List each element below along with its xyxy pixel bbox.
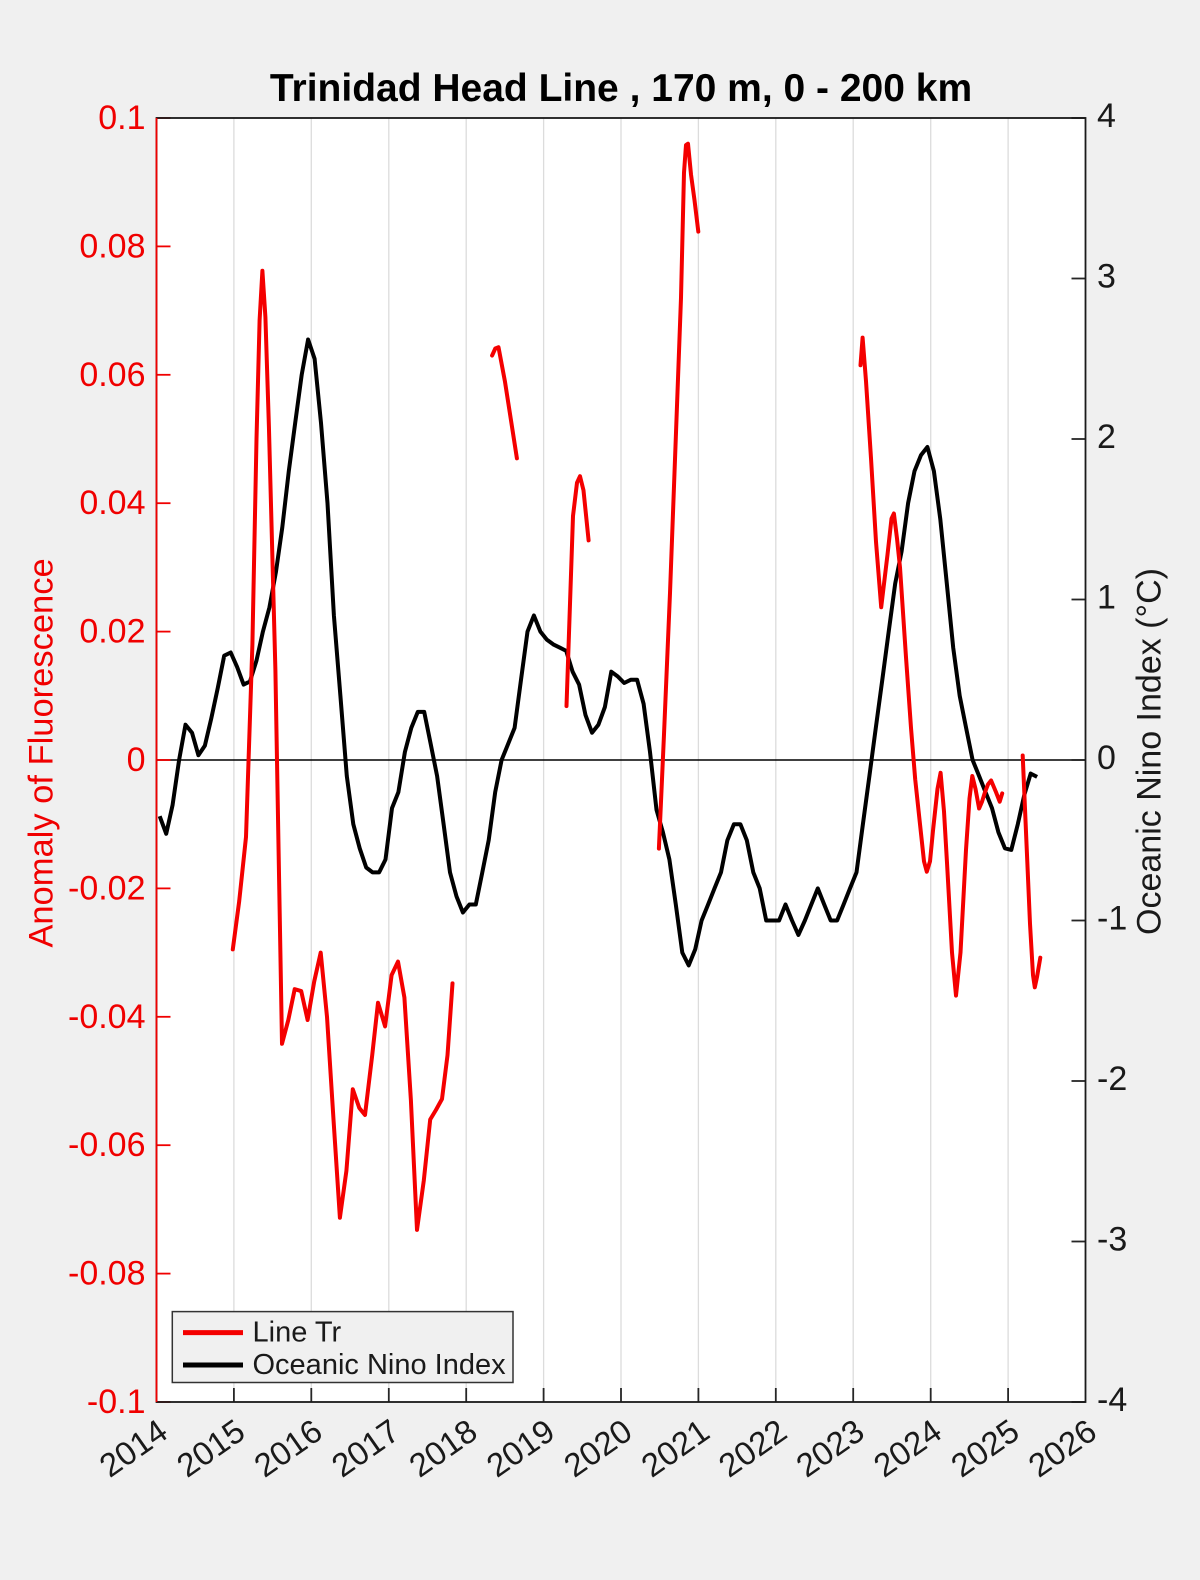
svg-text:0.04: 0.04 xyxy=(79,484,145,522)
svg-text:3: 3 xyxy=(1097,258,1116,296)
svg-text:-3: -3 xyxy=(1097,1221,1127,1259)
svg-text:-0.04: -0.04 xyxy=(68,998,146,1036)
svg-text:-0.1: -0.1 xyxy=(87,1383,146,1421)
svg-text:-0.06: -0.06 xyxy=(68,1126,146,1164)
svg-text:2: 2 xyxy=(1097,418,1116,456)
svg-text:0.08: 0.08 xyxy=(79,227,145,265)
svg-text:Trinidad Head Line , 170 m, 0: Trinidad Head Line , 170 m, 0 - 200 km xyxy=(270,67,972,110)
svg-text:Oceanic Nino Index: Oceanic Nino Index xyxy=(253,1349,507,1381)
svg-text:-1: -1 xyxy=(1097,900,1127,938)
svg-text:-0.02: -0.02 xyxy=(68,869,146,907)
svg-text:0: 0 xyxy=(127,741,146,779)
svg-text:4: 4 xyxy=(1097,97,1116,135)
svg-text:0.06: 0.06 xyxy=(79,356,145,394)
svg-text:0.1: 0.1 xyxy=(98,99,145,137)
svg-text:-2: -2 xyxy=(1097,1060,1127,1098)
svg-text:1: 1 xyxy=(1097,579,1116,617)
svg-text:Anomaly of Fluorescence: Anomaly of Fluorescence xyxy=(23,558,61,947)
svg-text:-4: -4 xyxy=(1097,1381,1127,1419)
svg-text:0: 0 xyxy=(1097,739,1116,777)
svg-text:-0.08: -0.08 xyxy=(68,1255,146,1293)
svg-text:Oceanic Nino Index (°C): Oceanic Nino Index (°C) xyxy=(1131,568,1169,935)
svg-text:0.02: 0.02 xyxy=(79,613,145,651)
svg-text:Line Tr: Line Tr xyxy=(253,1317,342,1349)
